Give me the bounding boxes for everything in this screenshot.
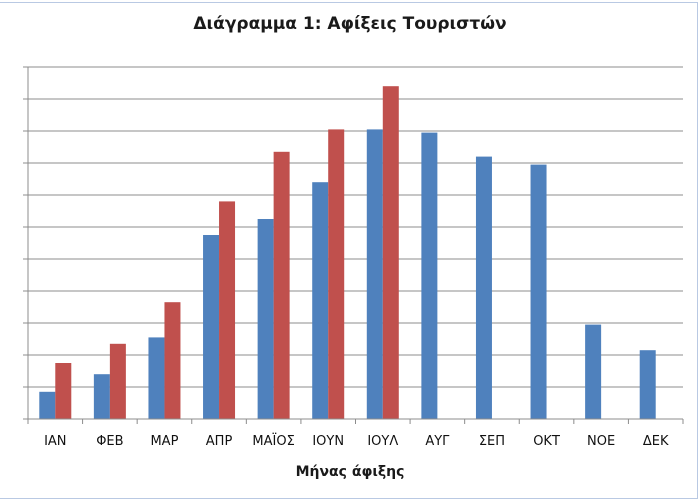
bar-series-2-ΙΟΥΛ xyxy=(382,86,399,419)
x-tick-label: ΔΕΚ xyxy=(643,434,669,449)
gridlines xyxy=(23,66,683,420)
bar-series-1-ΔΕΚ xyxy=(639,350,656,419)
bar-series-1-ΝΟΕ xyxy=(585,324,602,419)
bar-series-1-ΙΟΥΛ xyxy=(366,129,383,419)
x-tick-label: ΟΚΤ xyxy=(533,434,560,449)
x-tick-label: ΝΟΕ xyxy=(587,434,615,449)
bar-series-1-ΟΚΤ xyxy=(530,164,547,419)
bar-series-1-ΣΕΠ xyxy=(475,156,492,419)
x-tick-labels: ΙΑΝ ΦΕΒ ΜΑΡ ΑΠΡ ΜΑΪΟΣ ΙΟΥΝ ΙΟΥΛ ΑΥΓ ΣΕΠ ΟΚΤ ΝΟΕ ΔΕΚ xyxy=(44,433,669,449)
bar-series-1-ΙΑΝ xyxy=(39,391,56,419)
bar-series-2-ΜΑΪΟΣ xyxy=(273,151,290,420)
x-tick-label: ΜΑΪΟΣ xyxy=(252,433,294,449)
bar-series-2-ΦΕΒ xyxy=(109,343,126,419)
x-tick-label: ΙΟΥΝ xyxy=(312,434,344,449)
bar-series-1-ΑΠΡ xyxy=(203,235,220,419)
bar-series-1-ΦΕΒ xyxy=(93,374,110,419)
bar-series-1-ΜΑΪΟΣ xyxy=(257,219,274,419)
x-tick-label: ΑΠΡ xyxy=(206,434,233,449)
bar-series-2-ΙΟΥΝ xyxy=(328,129,345,419)
bar-series-1-ΙΟΥΝ xyxy=(312,182,329,419)
bar-series-2-ΑΠΡ xyxy=(219,201,236,419)
x-tick-label: ΙΑΝ xyxy=(44,434,66,449)
bar-series-1-ΜΑΡ xyxy=(148,337,165,419)
axes xyxy=(27,67,684,424)
bars-group xyxy=(39,86,656,420)
x-axis-label: Μήνας άφιξης xyxy=(295,464,405,480)
x-tick-label: ΣΕΠ xyxy=(479,434,505,449)
bar-series-2-ΜΑΡ xyxy=(164,302,181,419)
x-tick-label: ΦΕΒ xyxy=(96,434,123,449)
x-tick-label: ΑΥΓ xyxy=(425,434,450,449)
bar-series-1-ΑΥΓ xyxy=(421,132,438,419)
x-tick-label: ΙΟΥΛ xyxy=(367,434,398,449)
chart-title: Διάγραμμα 1: Αφίξεις Τουριστών xyxy=(193,14,507,34)
x-tick-label: ΜΑΡ xyxy=(150,434,178,449)
bar-series-2-ΙΑΝ xyxy=(55,363,72,419)
